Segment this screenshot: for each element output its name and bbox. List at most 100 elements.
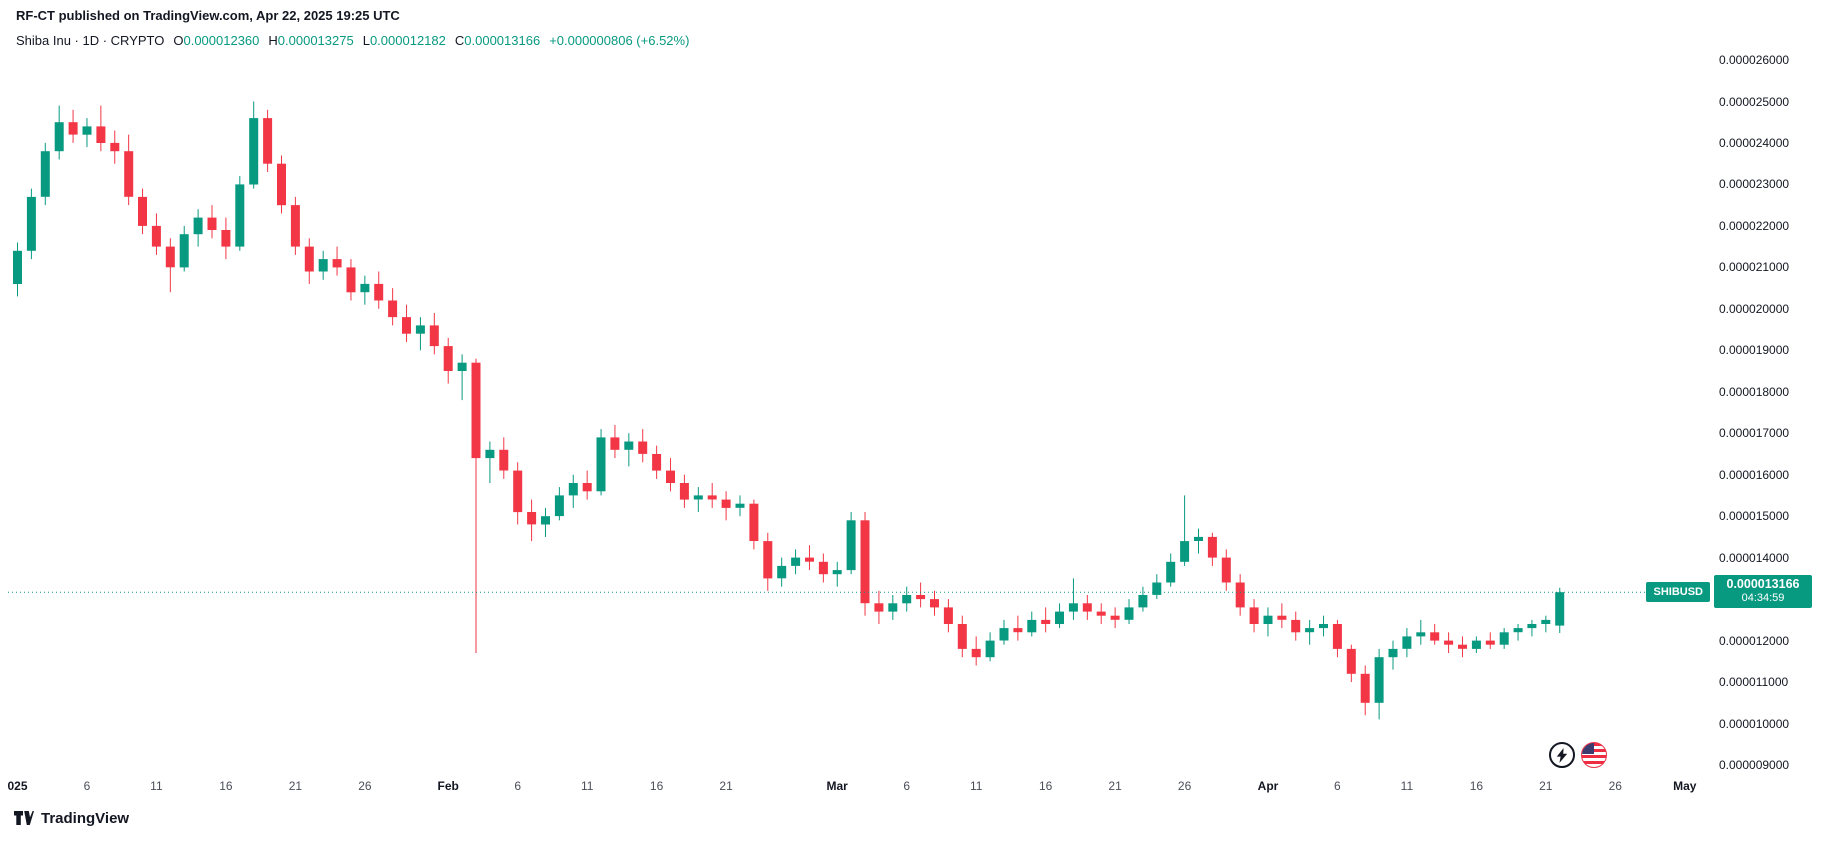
chart-legend: Shiba Inu · 1D · CRYPTO O0.000012360 H0.… xyxy=(16,33,689,48)
candle xyxy=(916,595,926,600)
tradingview-footer[interactable]: TradingView xyxy=(14,810,129,827)
time-tick-label: 26 xyxy=(1608,779,1622,793)
open-readout: O0.000012360 xyxy=(173,33,260,48)
candle xyxy=(1291,619,1301,633)
price-tick-label: 0.000017000 xyxy=(1719,426,1790,441)
candle xyxy=(971,648,981,658)
price-tick-label: 0.000025000 xyxy=(1719,94,1790,109)
candle xyxy=(277,163,286,206)
candle xyxy=(1541,619,1551,624)
time-tick-label: Apr xyxy=(1257,779,1279,793)
time-tick-label: 025 xyxy=(7,779,28,793)
candle xyxy=(429,325,439,347)
time-tick-label: Feb xyxy=(437,779,459,793)
candle xyxy=(1166,561,1176,583)
candle xyxy=(735,503,745,508)
candle xyxy=(179,234,189,268)
candle xyxy=(1402,636,1412,649)
candle xyxy=(624,441,634,450)
candle xyxy=(40,151,50,197)
candle xyxy=(985,640,995,658)
candle xyxy=(902,595,912,604)
time-tick-label: 6 xyxy=(83,779,91,793)
symbol-price-flag: SHIBUSD xyxy=(1646,582,1710,603)
candle xyxy=(1207,536,1217,558)
candle xyxy=(1458,644,1467,649)
candle xyxy=(1041,619,1051,624)
candle xyxy=(1221,557,1231,583)
candle xyxy=(1138,595,1148,608)
candle xyxy=(415,325,425,334)
time-tick-label: 11 xyxy=(1400,779,1414,793)
time-tick-label: 21 xyxy=(1108,779,1122,793)
candle xyxy=(68,122,78,135)
symbol-title[interactable]: Shiba Inu · 1D · CRYPTO xyxy=(16,33,165,48)
time-tick-label: Mar xyxy=(826,779,848,793)
last-price-value: 0.000013166 xyxy=(1726,577,1800,592)
candle xyxy=(1485,640,1495,645)
time-tick-label: 21 xyxy=(1539,779,1553,793)
candle xyxy=(138,196,147,226)
candle xyxy=(165,246,175,268)
candle xyxy=(582,483,592,492)
time-axis[interactable]: 025 6 11 16 21 26 Feb 6 11 16 21 Mar 6 11 16 21 26 Apr 6 11… xyxy=(0,779,1712,799)
candle xyxy=(652,454,662,471)
candle xyxy=(1305,628,1315,633)
price-tick-label: 0.000026000 xyxy=(1719,53,1790,67)
price-tick-label: 0.000023000 xyxy=(1719,177,1790,192)
price-axis[interactable]: 0.000026000 0.000025000 0.000024000 0.00002… xyxy=(1712,0,1824,843)
candle xyxy=(1332,624,1342,649)
candle xyxy=(1096,611,1106,616)
bar-countdown: 04:34:59 xyxy=(1741,592,1785,605)
candle xyxy=(207,217,217,230)
candle xyxy=(1013,628,1023,633)
tradingview-logo-icon xyxy=(14,810,34,827)
candle xyxy=(249,118,259,185)
candle xyxy=(1124,607,1134,620)
candle xyxy=(943,607,953,624)
candle xyxy=(707,495,717,500)
candle xyxy=(957,624,967,649)
candle xyxy=(318,259,328,272)
lightning-bolt-glyph xyxy=(1556,747,1568,763)
candle xyxy=(513,470,523,513)
candle xyxy=(499,449,509,471)
candle xyxy=(888,603,898,612)
candle xyxy=(151,225,161,247)
lightning-event-icon[interactable] xyxy=(1549,742,1575,768)
time-tick-label: 16 xyxy=(1039,779,1053,793)
candle xyxy=(1263,615,1273,624)
candle xyxy=(221,230,231,247)
price-tick-label: 0.000020000 xyxy=(1719,301,1790,316)
time-tick-label: 11 xyxy=(580,779,594,793)
candle xyxy=(721,499,731,508)
candle xyxy=(193,217,203,235)
close-readout: C0.000013166 xyxy=(454,33,541,48)
candle xyxy=(846,520,856,571)
attribution-text: RF-CT published on TradingView.com, Apr … xyxy=(16,8,400,23)
candle xyxy=(693,495,703,500)
candle xyxy=(1319,624,1328,629)
candle xyxy=(818,561,828,575)
candle xyxy=(860,520,870,604)
candle xyxy=(1374,657,1384,703)
time-tick-label: 6 xyxy=(514,779,522,793)
candle xyxy=(471,362,481,459)
candle xyxy=(1068,603,1078,612)
candle xyxy=(791,557,801,566)
time-tick-label: 26 xyxy=(358,779,372,793)
time-tick-label: 16 xyxy=(219,779,233,793)
price-tick-label: 0.000012000 xyxy=(1719,633,1790,648)
price-tick-label: 0.000022000 xyxy=(1719,218,1790,233)
candle xyxy=(1194,536,1203,541)
candle xyxy=(1277,615,1287,620)
candle xyxy=(457,362,467,371)
candle xyxy=(1471,640,1481,649)
candle xyxy=(1499,632,1509,645)
price-tick-label: 0.000014000 xyxy=(1719,550,1790,565)
candle xyxy=(541,516,550,525)
candle xyxy=(874,603,884,612)
candlestick-chart[interactable] xyxy=(0,0,1712,778)
candle xyxy=(1430,632,1440,641)
us-flag-event-icon[interactable] xyxy=(1581,742,1607,768)
